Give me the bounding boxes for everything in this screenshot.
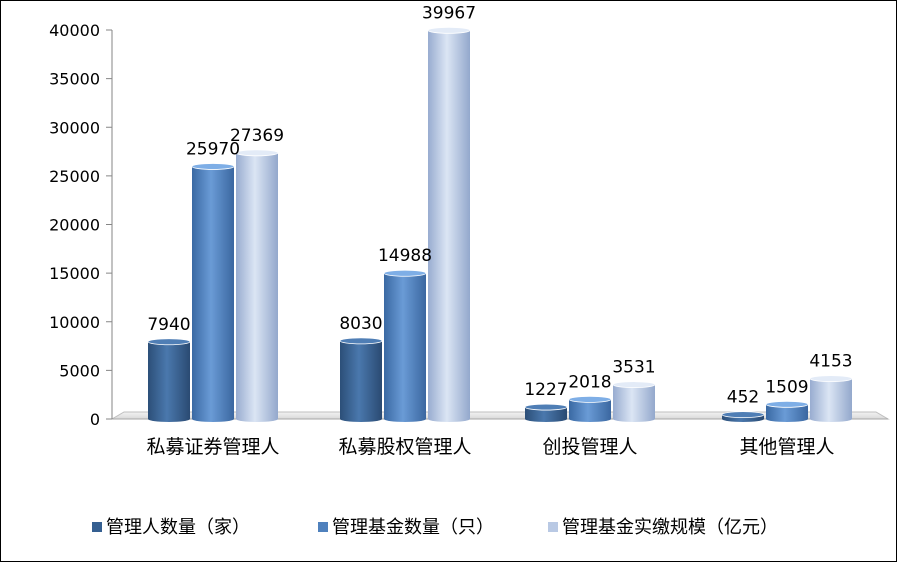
y-tick-label: 0 (90, 410, 100, 429)
legend-item: 管理基金数量（只） (318, 517, 494, 538)
bar-body (384, 273, 426, 422)
bar (809, 375, 853, 422)
y-tick-label: 40000 (49, 21, 100, 40)
y-tick-label: 35000 (49, 70, 100, 89)
y-axis-ticks: 0 5000 10000 15000 20000 25000 30000 35000 40000 (49, 21, 112, 429)
bar (147, 338, 191, 422)
x-tick-label: 私募股权管理人 (338, 436, 471, 458)
legend-label: 管理人数量（家） (106, 517, 250, 538)
data-label: 2018 (568, 372, 611, 392)
data-label: 452 (727, 388, 759, 408)
category-labels-layer: 私募证券管理人 私募股权管理人 创投管理人 其他管理人 (146, 436, 834, 458)
data-label: 4153 (809, 352, 852, 372)
bar (721, 411, 765, 422)
legend-label: 管理基金数量（只） (332, 517, 494, 538)
bar (383, 269, 427, 422)
legend-item: 管理人数量（家） (92, 517, 250, 538)
data-label: 1227 (524, 380, 567, 400)
bar-top (427, 26, 471, 34)
y-tick-label: 15000 (49, 264, 100, 283)
y-tick-label: 20000 (49, 216, 100, 235)
legend-label: 管理基金实缴规模（亿元） (562, 517, 778, 538)
bar-top (809, 375, 853, 383)
y-tick-label: 10000 (49, 313, 100, 332)
bar-top (765, 400, 809, 408)
data-label: 39967 (422, 3, 476, 23)
bar-top (568, 395, 612, 403)
bar-body (192, 166, 234, 422)
bar (765, 400, 809, 422)
bar-body (766, 404, 808, 422)
data-label: 25970 (186, 139, 240, 159)
bar-top (721, 411, 765, 419)
legend-item: 管理基金实缴规模（亿元） (548, 517, 778, 538)
bar-body (340, 340, 382, 422)
data-label: 14988 (378, 246, 432, 266)
y-tick-label: 5000 (59, 361, 100, 380)
bars-layer (147, 26, 853, 423)
bar (339, 337, 383, 422)
bar-body (428, 30, 470, 423)
data-label: 27369 (230, 126, 284, 146)
bar-top (339, 337, 383, 345)
data-label: 8030 (339, 314, 382, 334)
bar-body (569, 399, 611, 422)
bar-body (810, 378, 852, 422)
x-tick-label: 其他管理人 (739, 436, 834, 458)
bar-top (147, 338, 191, 346)
data-label: 1509 (765, 377, 808, 397)
x-tick-label: 创投管理人 (542, 436, 637, 458)
bar-body (236, 152, 278, 422)
bar (427, 26, 471, 423)
bar-body (525, 407, 567, 422)
data-label: 7940 (147, 315, 190, 335)
bar-top (524, 403, 568, 411)
bar (191, 163, 235, 422)
y-tick-label: 25000 (49, 167, 100, 186)
bar-top (235, 149, 279, 157)
data-label: 3531 (612, 358, 655, 378)
bar-body (148, 341, 190, 422)
legend-swatch (548, 522, 558, 532)
legend: 管理人数量（家） 管理基金数量（只） 管理基金实缴规模（亿元） (92, 517, 778, 538)
y-tick-label: 30000 (49, 118, 100, 137)
bar-top (612, 381, 656, 389)
x-tick-label: 私募证券管理人 (146, 436, 279, 458)
legend-swatch (92, 522, 102, 532)
bar-top (383, 269, 427, 277)
bar (612, 381, 656, 422)
bar (568, 395, 612, 422)
legend-swatch (318, 522, 328, 532)
bar-top (191, 163, 235, 170)
bar (524, 403, 568, 422)
bar (235, 149, 279, 422)
bar-body (613, 384, 655, 422)
